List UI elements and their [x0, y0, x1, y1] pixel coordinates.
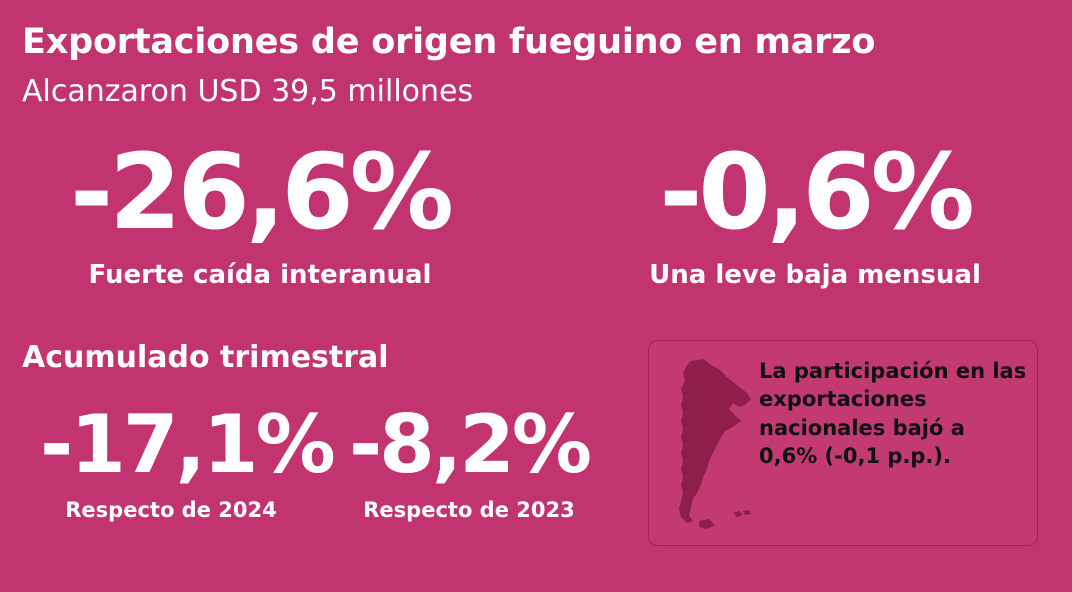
- interannual-change-label: Fuerte caída interanual: [88, 260, 432, 290]
- page-subtitle: Alcanzaron USD 39,5 millones: [22, 74, 474, 109]
- quarterly-vs-2024-value: -17,1%: [40, 398, 336, 491]
- page-title: Exportaciones de origen fueguino en marz…: [22, 22, 876, 62]
- quarterly-section-title: Acumulado trimestral: [22, 340, 389, 375]
- quarterly-vs-2024-label: Respecto de 2024: [65, 498, 277, 522]
- monthly-change-value: -0,6%: [659, 131, 975, 253]
- argentina-map-icon: [679, 359, 751, 529]
- interannual-change-value: -26,6%: [70, 131, 454, 253]
- quarterly-vs-2023-value: -8,2%: [348, 398, 592, 491]
- info-card: La participación en las exportaciones na…: [648, 340, 1038, 546]
- quarterly-vs-2023-label: Respecto de 2023: [363, 498, 575, 522]
- monthly-change-label: Una leve baja mensual: [649, 260, 981, 290]
- info-card-text: La participación en las exportaciones na…: [759, 359, 1027, 469]
